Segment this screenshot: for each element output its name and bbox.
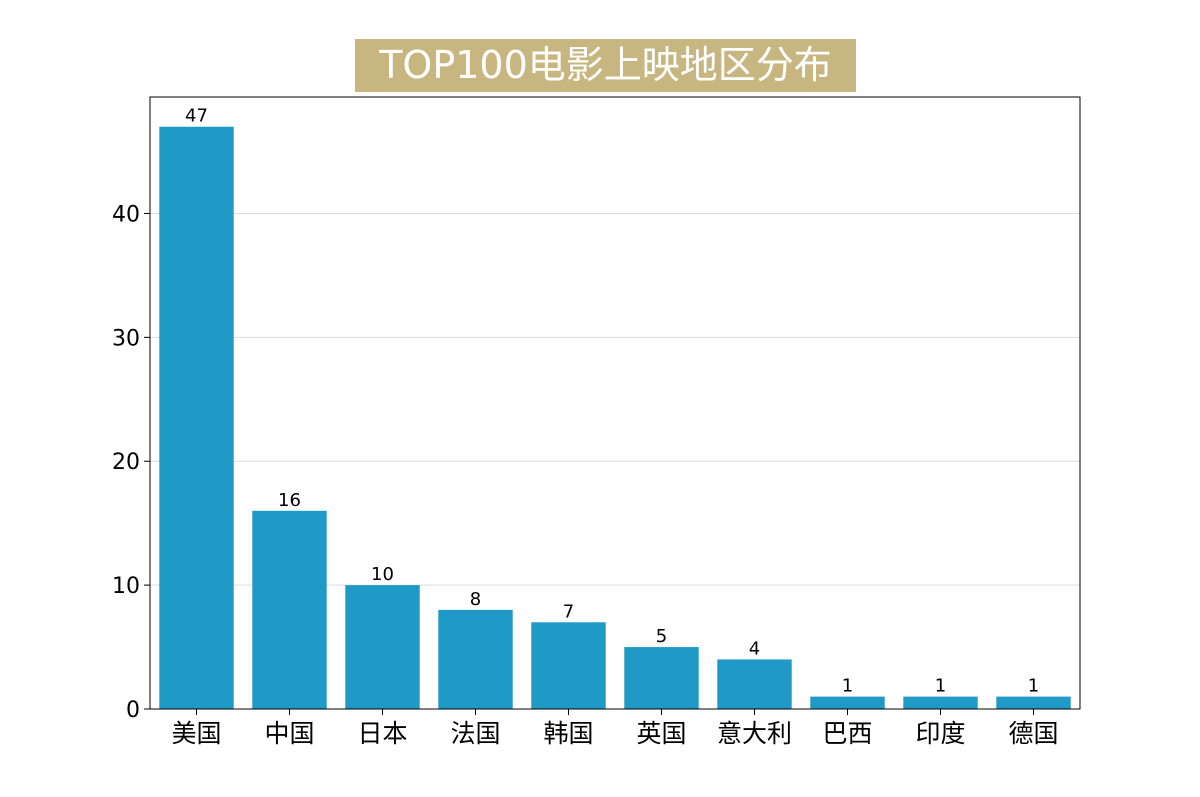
bar-value-label: 1	[842, 676, 853, 697]
bar-value-label: 7	[563, 601, 574, 622]
y-tick-label: 0	[126, 698, 140, 723]
bar	[717, 659, 792, 709]
x-tick-label: 美国	[171, 719, 221, 748]
bar	[252, 510, 327, 709]
bar-value-label: 16	[278, 490, 301, 511]
bar	[438, 609, 513, 709]
x-tick-label: 日本	[357, 719, 407, 748]
bar-value-label: 5	[656, 626, 667, 647]
bar	[159, 126, 234, 710]
bar	[624, 647, 699, 709]
plot-frame	[149, 96, 1081, 710]
x-tick-label: 韩国	[543, 719, 593, 748]
x-tick-label: 英国	[636, 719, 686, 748]
y-tick-label: 20	[112, 450, 140, 475]
x-tick-label: 中国	[264, 719, 314, 748]
x-tick-label: 法国	[450, 719, 500, 748]
bars	[159, 126, 1071, 710]
bar	[345, 585, 420, 709]
bar	[531, 622, 606, 709]
chart-title: TOP100电影上映地区分布	[355, 39, 856, 92]
y-tick-label: 40	[112, 202, 140, 227]
x-tick-label: 德国	[1008, 719, 1058, 748]
bar-value-label: 47	[185, 106, 208, 127]
bar	[810, 696, 885, 709]
bar-value-label: 1	[1028, 676, 1039, 697]
y-tick-label: 30	[112, 326, 140, 351]
bar-value-label: 10	[371, 564, 394, 585]
x-axis-ticks: 美国 中国 日本 法国 韩国 英国 意大利 巴西 印度 德国	[171, 709, 1059, 748]
bar-value-label: 8	[470, 589, 481, 610]
y-axis-ticks: 0 10 20 30 40	[112, 202, 150, 723]
bar-value-label: 4	[749, 638, 760, 659]
x-tick-label: 印度	[915, 719, 965, 748]
bar	[903, 696, 978, 709]
value-labels: 47 16 10 8 7 5 4 1 1 1	[185, 106, 1039, 697]
y-tick-label: 10	[112, 574, 140, 599]
bar	[996, 696, 1071, 709]
bar-value-label: 1	[935, 676, 946, 697]
x-tick-label: 意大利	[717, 719, 792, 748]
x-tick-label: 巴西	[822, 719, 872, 748]
